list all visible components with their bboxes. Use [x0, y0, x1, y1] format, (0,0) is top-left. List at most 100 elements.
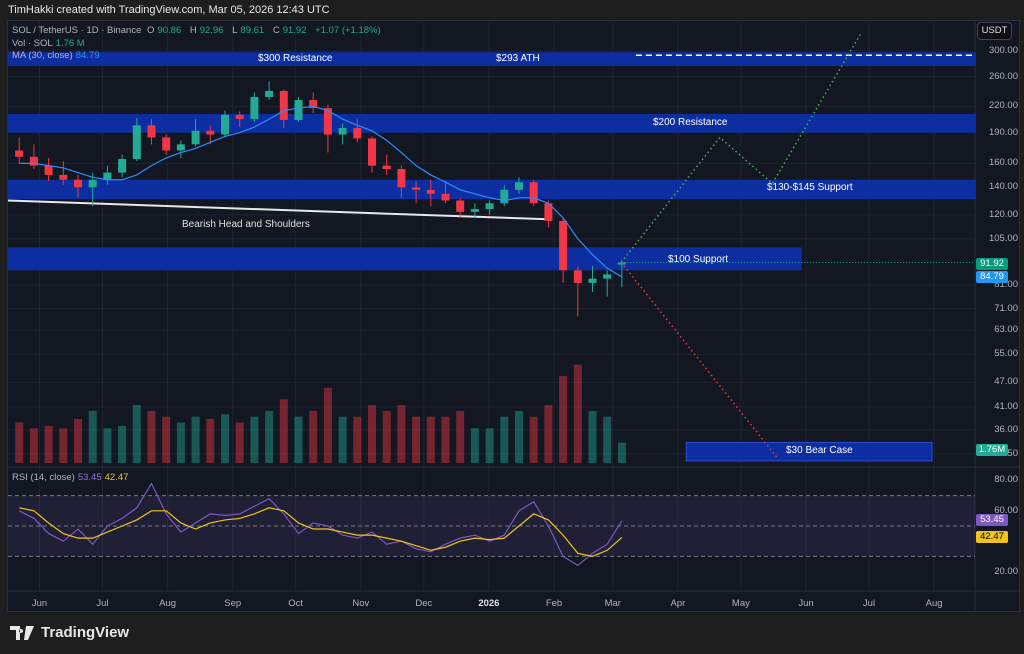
volume-bar: [353, 416, 362, 463]
low-value: 89.61: [240, 25, 265, 36]
candle-body: [485, 203, 494, 209]
high-value: 92.96: [199, 25, 224, 36]
zone-label-100-support: $100 Support: [668, 254, 729, 265]
candle-body: [29, 156, 38, 166]
price-tick: 81.00: [994, 279, 1018, 291]
volume-bar: [588, 410, 597, 463]
price-tick: 36.00: [994, 424, 1018, 436]
candle-body: [456, 200, 465, 212]
volume-bar: [191, 416, 200, 463]
symbol-name[interactable]: SOL / TetherUS · 1D · Binance: [12, 25, 142, 36]
neckline: [7, 199, 552, 221]
time-tick: Jul: [862, 598, 876, 609]
candle-body: [235, 114, 244, 120]
candle-body: [559, 220, 568, 271]
high: H 92.96: [190, 25, 227, 36]
volume-bar: [368, 405, 376, 463]
volume-bar: [74, 419, 82, 463]
volume-bar: [15, 422, 24, 463]
symbol-legend: SOL / TetherUS · 1D · Binance O 90.86 H 92…: [12, 25, 384, 36]
zone-label-30-bear-case: $30 Bear Case: [786, 445, 853, 456]
candle-body: [294, 100, 303, 120]
time-tick: Jun: [798, 598, 814, 609]
volume-bar: [103, 428, 112, 463]
volume-bar: [470, 428, 479, 463]
volume-bar: [397, 405, 406, 463]
volume-bar: [323, 387, 332, 463]
volume-bar: [176, 422, 185, 463]
price-tick: 300.00: [988, 45, 1018, 56]
price-tick: 47.00: [994, 376, 1018, 388]
volume-bar: [485, 428, 494, 463]
rsi-line: [18, 482, 623, 567]
candle-body: [338, 128, 347, 135]
candle-body: [309, 100, 318, 109]
price-tick: 120.00: [988, 208, 1018, 220]
volume-value: 1.76 M: [55, 38, 85, 49]
ma-value: 84.79: [75, 50, 100, 61]
candle-body: [206, 130, 215, 135]
candle-body: [412, 187, 421, 190]
candle-body: [500, 189, 509, 204]
volume-bar: [206, 419, 215, 463]
volume-bar: [162, 416, 171, 463]
volume-bar: [132, 405, 141, 463]
ma-label[interactable]: MA (30, close): [12, 50, 73, 61]
change-value: +1.07 (+1.18%): [315, 25, 381, 36]
candle-body: [529, 182, 538, 204]
time-tick: Aug: [925, 598, 943, 609]
candle-body: [176, 144, 185, 151]
price-tick: 71.00: [994, 302, 1018, 314]
rsi-tick: 60.00: [994, 504, 1018, 516]
volume-bar: [279, 399, 288, 463]
zone-band: [685, 441, 933, 462]
low: L 89.61: [232, 25, 267, 36]
candle-body: [279, 90, 288, 120]
time-tick: Jun: [31, 598, 48, 609]
volume-bar: [617, 442, 626, 463]
rsi-value: 53.45: [77, 472, 102, 483]
attribution: TimHakki created with TradingView.com, M…: [8, 4, 330, 16]
price-tick: 41.00: [994, 400, 1018, 412]
volume-bar: [529, 416, 538, 463]
candle-body: [323, 108, 332, 135]
volume-bar: [382, 410, 391, 463]
bearish-projection: [620, 261, 778, 458]
volume-bar: [559, 376, 568, 463]
rsi-ma-value: 42.47: [104, 472, 129, 483]
volume-bar: [59, 428, 68, 463]
time-tick: Mar: [604, 598, 621, 609]
rsi-ma-line: [19, 507, 623, 557]
tradingview-logo[interactable]: TradingView: [10, 624, 129, 641]
rsi-ma-tag: 42.47: [976, 531, 1008, 543]
rsi-label[interactable]: RSI (14, close): [12, 472, 75, 483]
volume-bar: [573, 364, 582, 463]
volume-bar: [147, 410, 156, 463]
candle-body: [368, 138, 376, 166]
volume-bar: [235, 422, 244, 463]
candle-body: [74, 179, 82, 188]
price-tick: 190.00: [988, 126, 1018, 138]
volume-label[interactable]: Vol · SOL: [12, 38, 53, 49]
volume-bar: [412, 416, 421, 463]
currency-button[interactable]: USDT: [977, 22, 1012, 40]
rsi-tag: 53.45: [976, 514, 1008, 526]
candle-body: [515, 182, 523, 190]
price-tick: 220.00: [988, 100, 1018, 112]
open: O 90.86: [147, 25, 184, 36]
candle-body: [147, 125, 156, 138]
open-value: 90.86: [157, 25, 182, 36]
candle-body: [118, 158, 127, 173]
price-tick: 63.00: [994, 324, 1018, 336]
candle-body: [132, 125, 141, 159]
candle-body: [441, 193, 450, 201]
candle-body: [544, 203, 553, 221]
time-tick: Feb: [545, 598, 563, 609]
volume-bar: [88, 410, 97, 463]
tradingview-logo-text: TradingView: [41, 624, 130, 641]
close-value: 91.92: [282, 25, 307, 36]
volume-bar: [44, 425, 53, 463]
price-tick: 140.00: [988, 181, 1018, 193]
candle-body: [382, 165, 391, 170]
